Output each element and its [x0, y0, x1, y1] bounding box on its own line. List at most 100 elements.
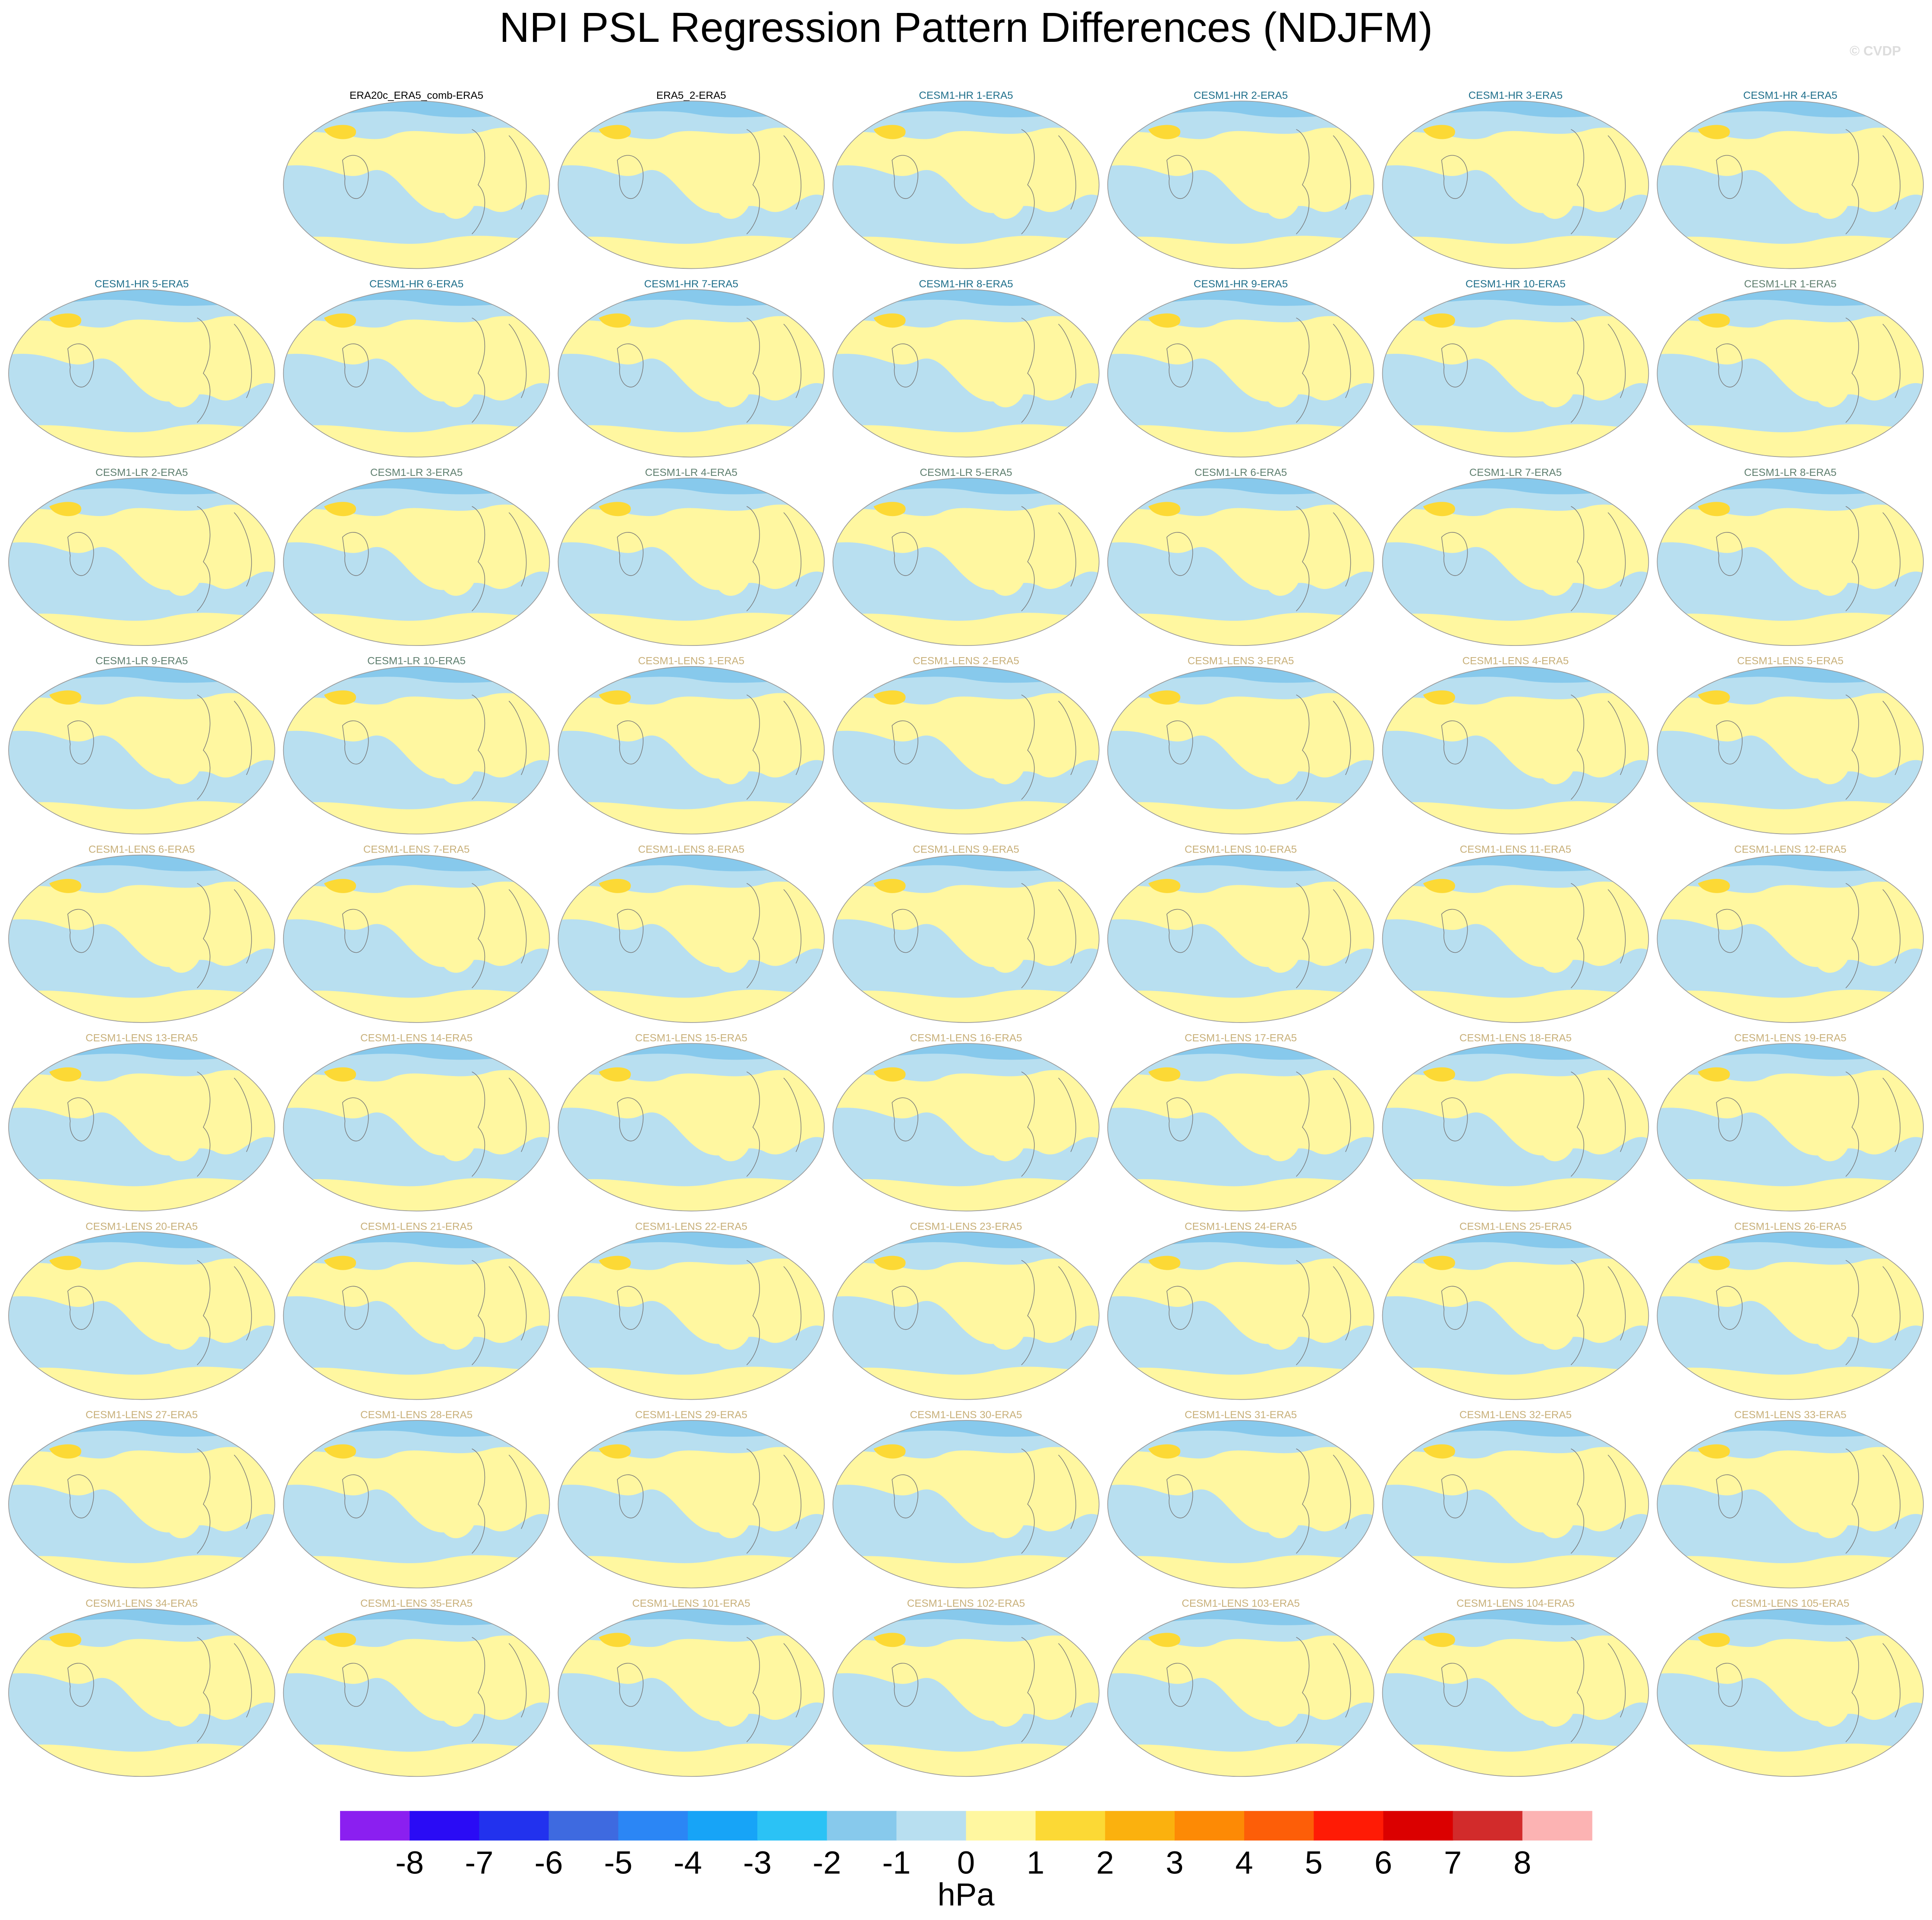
colorbar-box	[1174, 1811, 1245, 1841]
panel-title: CESM1-LENS 22-ERA5	[635, 1221, 747, 1232]
colorbar-tick-label: 6	[1374, 1844, 1392, 1880]
map	[1105, 664, 1376, 837]
colorbar-box	[479, 1811, 549, 1841]
map-panel: CESM1-LR 7-ERA5	[1380, 467, 1651, 648]
panel-title: CESM1-LENS 18-ERA5	[1459, 1032, 1572, 1044]
panel-title: CESM1-LR 5-ERA5	[920, 467, 1012, 478]
panel-title: CESM1-LENS 34-ERA5	[85, 1598, 198, 1609]
map	[1380, 1230, 1651, 1402]
colorbar-tick-label: 1	[1027, 1844, 1044, 1880]
map-panel: CESM1-LR 5-ERA5	[830, 467, 1101, 648]
map	[556, 98, 827, 271]
panel-title: CESM1-LENS 8-ERA5	[638, 844, 744, 856]
map-panel: CESM1-LR 4-ERA5	[556, 467, 827, 648]
figure-title: NPI PSL Regression Pattern Differences (…	[499, 4, 1433, 51]
map-panel: CESM1-LR 2-ERA5	[6, 467, 277, 648]
map-panel: CESM1-LENS 28-ERA5	[281, 1409, 552, 1590]
panel-title: CESM1-LENS 29-ERA5	[635, 1409, 747, 1421]
map	[556, 1418, 827, 1590]
map	[281, 1418, 552, 1590]
panel-title: CESM1-HR 4-ERA5	[1743, 90, 1837, 101]
map	[1655, 853, 1926, 1025]
colorbar-tick-label: 3	[1166, 1844, 1183, 1880]
colorbar-box	[340, 1811, 410, 1841]
panel-title: CESM1-HR 3-ERA5	[1469, 90, 1563, 101]
map-panel: CESM1-LENS 6-ERA5	[6, 844, 277, 1025]
map-panel: CESM1-LENS 19-ERA5	[1655, 1032, 1926, 1213]
map	[1380, 287, 1651, 460]
panel-title: CESM1-LENS 16-ERA5	[910, 1032, 1022, 1044]
map-panel: CESM1-LENS 32-ERA5	[1380, 1409, 1651, 1590]
colorbar-box	[410, 1811, 480, 1841]
map	[1380, 1041, 1651, 1214]
colorbar-tick-label: -8	[395, 1844, 424, 1880]
map	[556, 664, 827, 837]
watermark: © CVDP	[1850, 43, 1901, 58]
map-panel: CESM1-LENS 25-ERA5	[1380, 1221, 1651, 1402]
map-panel: CESM1-LENS 14-ERA5	[281, 1032, 552, 1213]
colorbar-box	[966, 1811, 1036, 1841]
map	[1655, 1230, 1926, 1402]
panel-title: CESM1-HR 7-ERA5	[644, 278, 738, 290]
panel-title: CESM1-LENS 19-ERA5	[1734, 1032, 1847, 1044]
map-panel: CESM1-LENS 18-ERA5	[1380, 1032, 1651, 1213]
panel-title: CESM1-LENS 14-ERA5	[360, 1032, 473, 1044]
map-panel: CESM1-HR 8-ERA5	[830, 278, 1101, 460]
map-panel: ERA20c_ERA5_comb-ERA5	[281, 90, 552, 271]
colorbar-box	[1522, 1811, 1592, 1841]
panel-title: CESM1-LENS 4-ERA5	[1462, 655, 1569, 667]
map	[6, 1606, 277, 1779]
map	[1655, 98, 1926, 271]
panel-title: CESM1-LR 9-ERA5	[95, 655, 188, 667]
map	[830, 853, 1101, 1025]
map	[6, 287, 277, 460]
panel-title: CESM1-LENS 103-ERA5	[1182, 1598, 1300, 1609]
panel-title: CESM1-HR 2-ERA5	[1194, 90, 1288, 101]
map	[6, 1230, 277, 1402]
panel-title: CESM1-HR 8-ERA5	[919, 278, 1013, 290]
panel-title: CESM1-LENS 11-ERA5	[1460, 844, 1571, 856]
panel-title: CESM1-LR 10-ERA5	[367, 655, 466, 667]
map	[1105, 1418, 1376, 1590]
panel-title: CESM1-LENS 27-ERA5	[85, 1409, 198, 1421]
map	[1655, 1606, 1926, 1779]
panel-title: CESM1-LR 8-ERA5	[1744, 467, 1837, 478]
panel-title: CESM1-LENS 32-ERA5	[1459, 1409, 1572, 1421]
map	[281, 475, 552, 648]
map	[6, 475, 277, 648]
colorbar-box	[1453, 1811, 1523, 1841]
colorbar-box	[757, 1811, 828, 1841]
panel-title: CESM1-LR 1-ERA5	[1744, 278, 1837, 290]
colorbar-tick-label: -1	[882, 1844, 911, 1880]
map	[1105, 853, 1376, 1025]
panel-title: CESM1-LENS 1-ERA5	[638, 655, 744, 667]
colorbar-box	[548, 1811, 619, 1841]
map	[1380, 98, 1651, 271]
map-panel: ERA5_2-ERA5	[556, 90, 827, 271]
panel-title: CESM1-LENS 105-ERA5	[1731, 1598, 1850, 1609]
map	[1380, 853, 1651, 1025]
map	[830, 475, 1101, 648]
map-panel: CESM1-HR 5-ERA5	[6, 278, 277, 460]
map	[830, 1230, 1101, 1402]
map	[830, 1041, 1101, 1214]
map-panel: CESM1-HR 9-ERA5	[1105, 278, 1376, 460]
map-panel: CESM1-HR 1-ERA5	[830, 90, 1101, 271]
map	[556, 853, 827, 1025]
map-panel: CESM1-LENS 11-ERA5	[1380, 844, 1651, 1025]
colorbar: -8 -7 -6 -5 -4 -3 -2 -1 0 1 2 3 4 5 6 7 8	[340, 1811, 1592, 1880]
map-panel: CESM1-LENS 27-ERA5	[6, 1409, 277, 1590]
panel-title: CESM1-LR 6-ERA5	[1194, 467, 1287, 478]
map	[6, 664, 277, 837]
map-panel: CESM1-LENS 9-ERA5	[830, 844, 1101, 1025]
map	[1380, 475, 1651, 648]
colorbar-box	[896, 1811, 967, 1841]
colorbar-tick-label: 5	[1305, 1844, 1323, 1880]
map-panel: CESM1-LENS 16-ERA5	[830, 1032, 1101, 1213]
panel-title: CESM1-LENS 6-ERA5	[88, 844, 195, 856]
panel-title: CESM1-LENS 15-ERA5	[635, 1032, 747, 1044]
map-panel: CESM1-LENS 33-ERA5	[1655, 1409, 1926, 1590]
panel-title: CESM1-LENS 24-ERA5	[1185, 1221, 1297, 1232]
panel-title: CESM1-HR 5-ERA5	[95, 278, 189, 290]
